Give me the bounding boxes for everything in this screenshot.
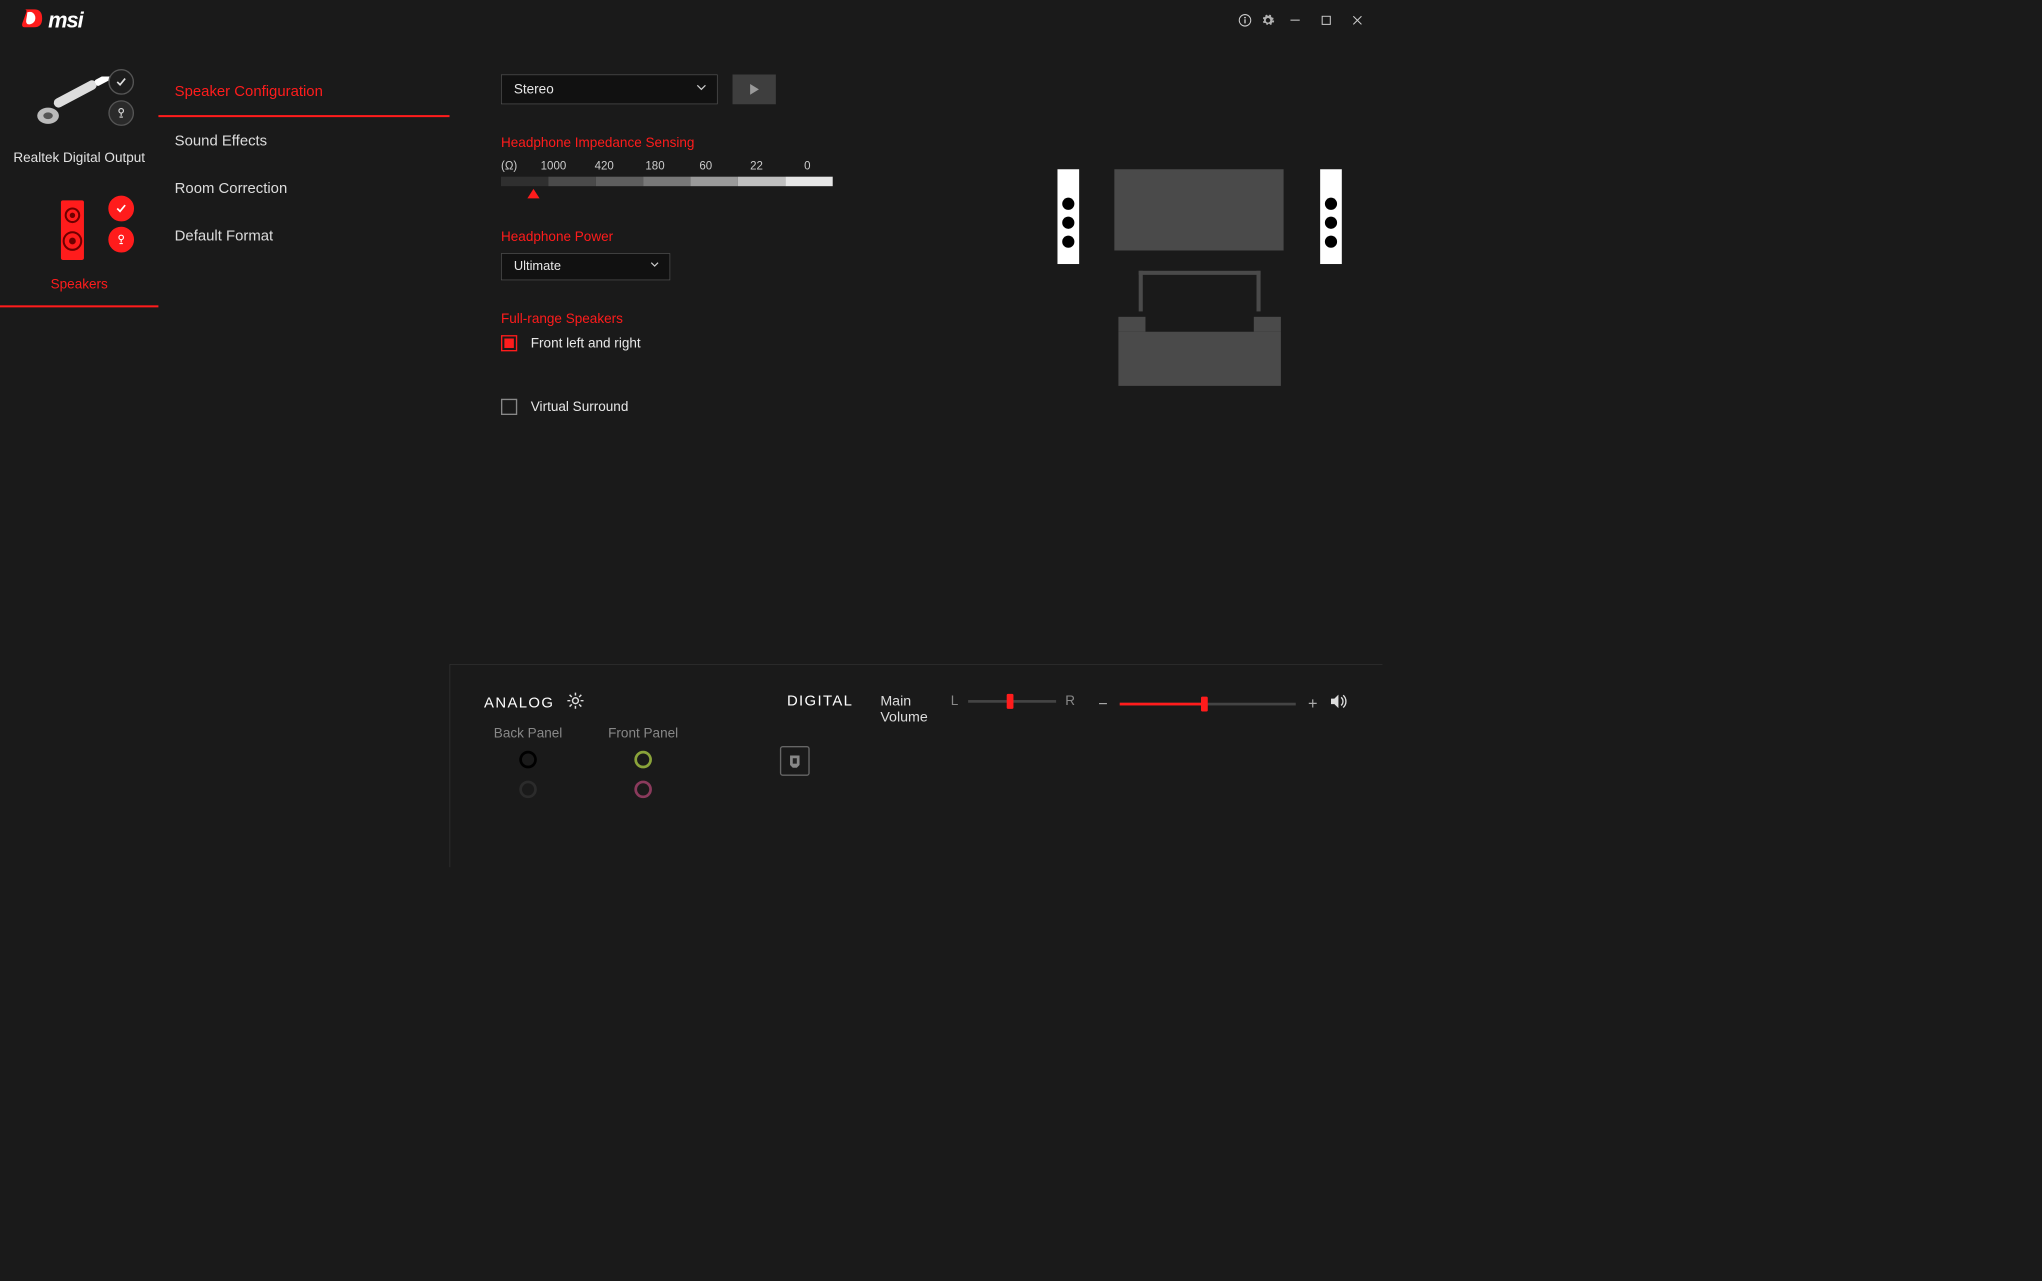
tab-room-correction[interactable]: Room Correction	[158, 165, 449, 212]
speaker-mode-value: Stereo	[514, 82, 554, 98]
virtual-surround-label: Virtual Surround	[531, 399, 629, 415]
title-bar: msi	[0, 0, 1382, 41]
balance-slider[interactable]	[968, 700, 1056, 703]
device-label: Speakers	[5, 277, 153, 293]
close-button[interactable]	[1342, 7, 1373, 34]
analog-section: ANALOG Back Panel Front Panel	[484, 692, 752, 840]
window-controls	[1233, 7, 1372, 34]
device-speakers[interactable]: Speakers	[0, 181, 158, 308]
virtual-surround-checkbox[interactable]	[501, 399, 517, 415]
digital-port-icon[interactable]	[780, 746, 810, 776]
speaker-icon[interactable]	[1330, 693, 1349, 714]
chevron-down-icon	[695, 81, 707, 97]
back-jack-1[interactable]	[519, 781, 537, 799]
fullrange-front-lr-label: Front left and right	[531, 335, 641, 351]
headphone-power-select[interactable]: Ultimate	[501, 253, 670, 280]
headphone-power-value: Ultimate	[514, 259, 561, 274]
main-volume-label: Main Volume	[880, 693, 927, 725]
gear-icon[interactable]	[1257, 7, 1280, 34]
volume-slider[interactable]	[1120, 702, 1296, 705]
virtual-surround-row: Virtual Surround	[501, 399, 1355, 415]
back-panel-label: Back Panel	[484, 726, 572, 742]
play-icon	[749, 83, 760, 95]
volume-plus-icon[interactable]: +	[1308, 694, 1317, 713]
back-panel-jacks	[484, 751, 572, 798]
chevron-down-icon	[649, 259, 660, 274]
digital-output-icon	[5, 66, 153, 140]
device-default-badge[interactable]	[108, 69, 134, 95]
front-panel-jacks	[599, 751, 687, 798]
device-label: Realtek Digital Output	[5, 150, 153, 166]
balance-control: L R	[951, 693, 1075, 709]
tab-speaker-configuration[interactable]: Speaker Configuration	[158, 68, 449, 117]
settings-subnav: Speaker Configuration Sound Effects Room…	[158, 68, 449, 260]
svg-text:msi: msi	[48, 7, 85, 32]
tab-sound-effects[interactable]: Sound Effects	[158, 117, 449, 164]
tab-default-format[interactable]: Default Format	[158, 212, 449, 259]
fullrange-front-lr-checkbox[interactable]	[501, 335, 517, 351]
gear-icon[interactable]	[566, 692, 584, 714]
impedance-scale: (Ω) 1000 420 180 60 22 0	[501, 159, 833, 198]
room-couch	[1118, 332, 1280, 386]
test-play-button[interactable]	[733, 74, 776, 104]
device-digital-output[interactable]: Realtek Digital Output	[0, 54, 158, 181]
device-default-badge[interactable]	[108, 196, 134, 222]
room-speaker-right[interactable]	[1320, 169, 1342, 264]
analog-label: ANALOG	[484, 694, 554, 712]
info-icon[interactable]	[1233, 7, 1256, 34]
digital-section: DIGITAL	[752, 692, 880, 840]
speaker-mode-select[interactable]: Stereo	[501, 74, 718, 104]
room-visualization	[1057, 88, 1341, 372]
room-desk	[1139, 271, 1261, 312]
device-comm-badge[interactable]	[108, 227, 134, 253]
device-comm-badge[interactable]	[108, 100, 134, 126]
digital-label: DIGITAL	[752, 692, 880, 710]
room-speaker-left[interactable]	[1057, 169, 1079, 264]
room-tv	[1114, 169, 1283, 250]
front-jack-0[interactable]	[634, 751, 652, 769]
bottom-bar: ANALOG Back Panel Front Panel DIGITAL Ma…	[450, 664, 1383, 867]
device-sidebar: Realtek Digital Output Speakers	[0, 54, 158, 307]
front-jack-1[interactable]	[634, 781, 652, 799]
impedance-marker	[528, 189, 540, 198]
speakers-icon	[5, 193, 153, 267]
back-jack-0[interactable]	[519, 751, 537, 769]
volume-minus-icon[interactable]: −	[1098, 694, 1107, 713]
front-panel-label: Front Panel	[599, 726, 687, 742]
maximize-button[interactable]	[1311, 7, 1342, 34]
brand-logo: msi	[12, 5, 147, 35]
minimize-button[interactable]	[1280, 7, 1311, 34]
volume-section: Main Volume L R − +	[880, 692, 1348, 840]
